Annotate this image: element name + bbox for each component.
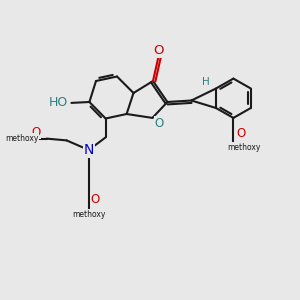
Text: O: O [154,117,164,130]
Text: O: O [153,44,164,57]
Text: methoxy: methoxy [5,134,39,143]
Text: H: H [202,76,209,87]
Text: O: O [32,125,40,139]
Text: O: O [237,127,246,140]
Text: O: O [91,193,100,206]
Text: N: N [84,143,94,157]
Text: methoxy: methoxy [72,210,106,219]
Text: HO: HO [49,96,68,110]
Text: methoxy: methoxy [227,142,261,152]
